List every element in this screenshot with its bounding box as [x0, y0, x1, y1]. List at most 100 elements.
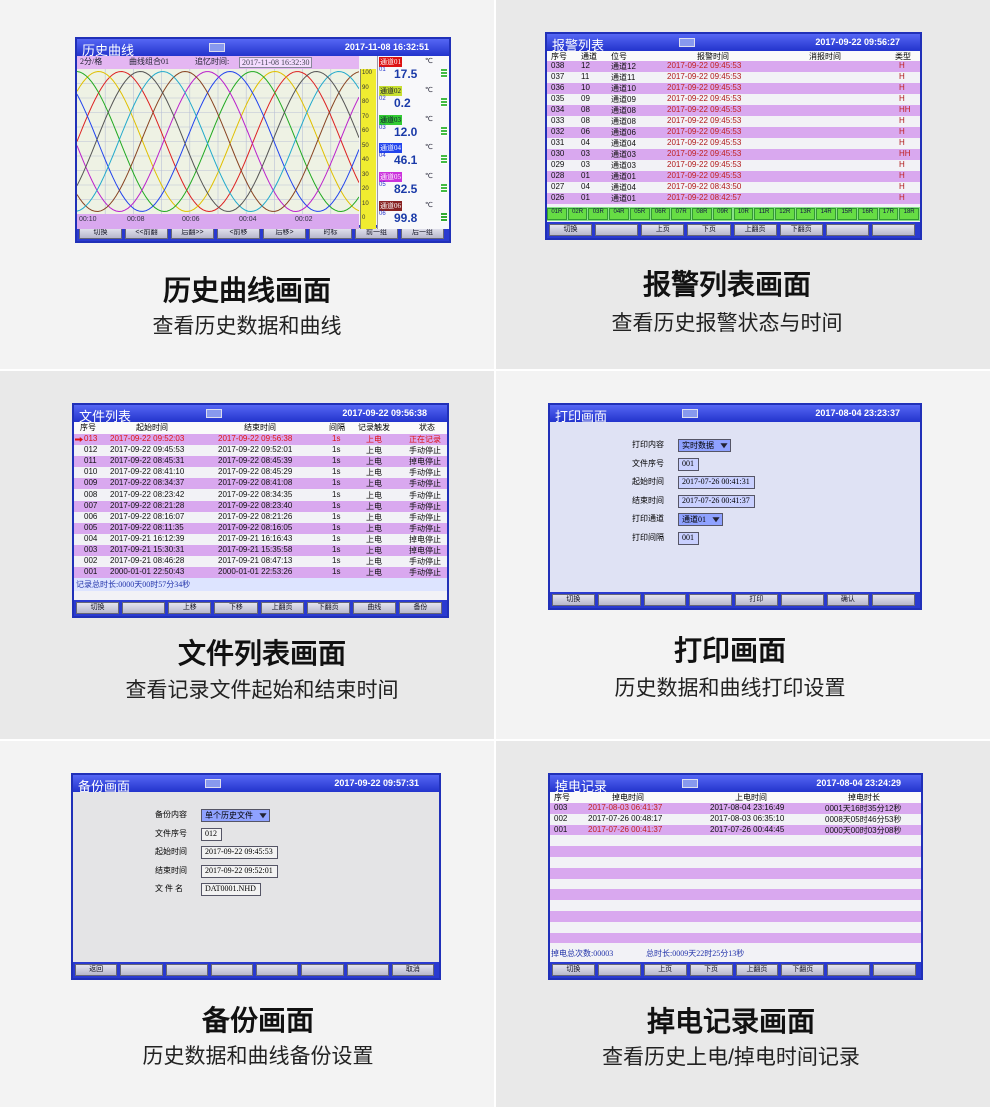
table-row [547, 182, 920, 193]
info-text: 曲线组合01 [129, 57, 169, 66]
table-cell: 上电 [366, 435, 382, 444]
channel-name: 通道04 [379, 143, 402, 154]
device-screen: 历史曲线 2017-11-08 16:32:51 切换 <<前翻 后翻>> <前移 后移> 时… [75, 37, 451, 243]
table-cell: 2017-09-22 08:43:50 [667, 182, 742, 191]
table-cell: 2017-09-22 09:45:53 [110, 445, 185, 455]
table-cell: 04 [581, 138, 590, 147]
curve-plot [77, 69, 359, 214]
soft-button: 下页 [687, 224, 731, 236]
field-label: 结束时间 [632, 495, 664, 505]
soft-button [595, 224, 639, 236]
table-cell: 10 [581, 83, 590, 92]
table-row [547, 193, 920, 204]
field-label: 起始时间 [632, 477, 664, 486]
table-cell: 026 [551, 193, 565, 202]
table-cell: H [899, 94, 905, 103]
table-cell: 09 [581, 94, 590, 103]
table-row [547, 61, 920, 72]
table-cell: 037 [551, 72, 565, 81]
curve [77, 71, 359, 213]
table-cell: 掉电停止 [409, 534, 441, 544]
soft-button [872, 594, 915, 606]
info-row: 2分/格 曲线组合01 追忆时间: 2017-11-08 16:32:30 [77, 56, 359, 69]
scale-label: 0 [362, 215, 366, 221]
soft-button: 上翻页 [735, 964, 779, 976]
table-cell: 通道09 [611, 95, 636, 104]
field-label: 备份内容 [155, 810, 187, 819]
empty-row [550, 846, 921, 857]
table-cell: 030 [551, 149, 565, 158]
table-cell: 1s [332, 545, 341, 554]
table-cell: 上电 [366, 490, 382, 500]
table-cell: 11 [581, 72, 590, 81]
channel-unit: ℃ [425, 144, 433, 152]
field-label: 起始时间 [155, 847, 187, 856]
table-cell: 2017-09-22 08:41:08 [218, 478, 293, 488]
soft-button: 切换 [552, 594, 595, 606]
table-cell: 08 [581, 105, 590, 114]
scale-label: 80 [362, 99, 369, 105]
status-cell: 14R [816, 208, 837, 220]
table-cell: 038 [551, 61, 565, 70]
table-cell: 2017-09-22 08:21:26 [218, 511, 293, 521]
table-cell: 上电 [366, 523, 382, 533]
table-cell: 2017-09-21 08:46:28 [110, 556, 185, 566]
table-row [74, 545, 447, 557]
table-cell: 1s [332, 567, 341, 577]
soft-button: 上翻页 [260, 602, 304, 614]
soft-button [643, 594, 687, 606]
table-cell: 上电 [366, 534, 382, 544]
soft-button: 上翻页 [733, 224, 777, 236]
curve [77, 70, 359, 212]
table-cell: 手动停止 [409, 479, 441, 489]
column-header: 掉电时间 [612, 793, 644, 802]
table-cell: 2017-07-26 00:48:17 [588, 813, 663, 823]
table-cell: 手动停止 [409, 523, 441, 533]
table-cell: 手动停止 [409, 501, 441, 511]
channel-panel [377, 56, 449, 229]
column-header: 上电时间 [735, 793, 767, 802]
column-header: 记录触发 [358, 423, 390, 432]
table-row [547, 94, 920, 105]
table-cell: 2017-09-22 08:16:05 [218, 522, 293, 532]
field-label: 文件序号 [155, 828, 187, 838]
caption-title: 掉电记录画面 [646, 1006, 815, 1037]
dropdown: 通道01 [678, 513, 723, 526]
table-cell: 028 [551, 171, 565, 180]
recall-time: 2017-11-08 16:32:30 [239, 57, 313, 68]
screen-title: 掉电记录 [555, 779, 608, 794]
table-row [547, 149, 920, 160]
screen-datetime: 2017-09-22 09:56:27 [815, 37, 900, 47]
dropdown: 单个历史文件 [201, 809, 270, 822]
status-cell: 16R [857, 208, 878, 220]
table-cell: 2000-01-01 22:50:43 [110, 567, 185, 577]
status-cell: 13R [795, 208, 816, 220]
scale-label: 100 [362, 70, 373, 76]
status-cell: 07R [671, 208, 692, 220]
soft-button: 备份 [398, 602, 442, 614]
soft-button [873, 964, 916, 976]
table-row [547, 160, 920, 171]
table-row [547, 72, 920, 83]
table-row [547, 116, 920, 127]
input-box: 001 [678, 531, 699, 545]
dropdown-arrow [720, 443, 728, 449]
scale-bar: 100 90 80 70 60 50 40 30 20 10 0 [360, 69, 376, 229]
curve [77, 70, 359, 212]
caption-title: 文件列表画面 [177, 638, 346, 669]
table-cell: 2017-09-21 08:47:13 [218, 556, 293, 566]
table-cell: 2017-09-22 09:45:53 [667, 116, 742, 125]
caption-title: 备份画面 [201, 1005, 314, 1036]
table-row [547, 105, 920, 116]
table-cell: 正在记录 [409, 435, 441, 444]
status-cell: 17R [878, 208, 899, 220]
soft-button: 下翻页 [306, 602, 350, 614]
soft-button: 下翻页 [779, 224, 823, 236]
channel-unit: ℃ [425, 202, 433, 209]
column-header: 报警时间 [697, 52, 729, 61]
screen-datetime: 2017-08-04 23:23:37 [815, 408, 900, 418]
table-cell: 2017-08-03 06:41:37 [588, 803, 663, 812]
table-cell: H [899, 160, 905, 169]
scale-label: 40 [362, 157, 369, 163]
